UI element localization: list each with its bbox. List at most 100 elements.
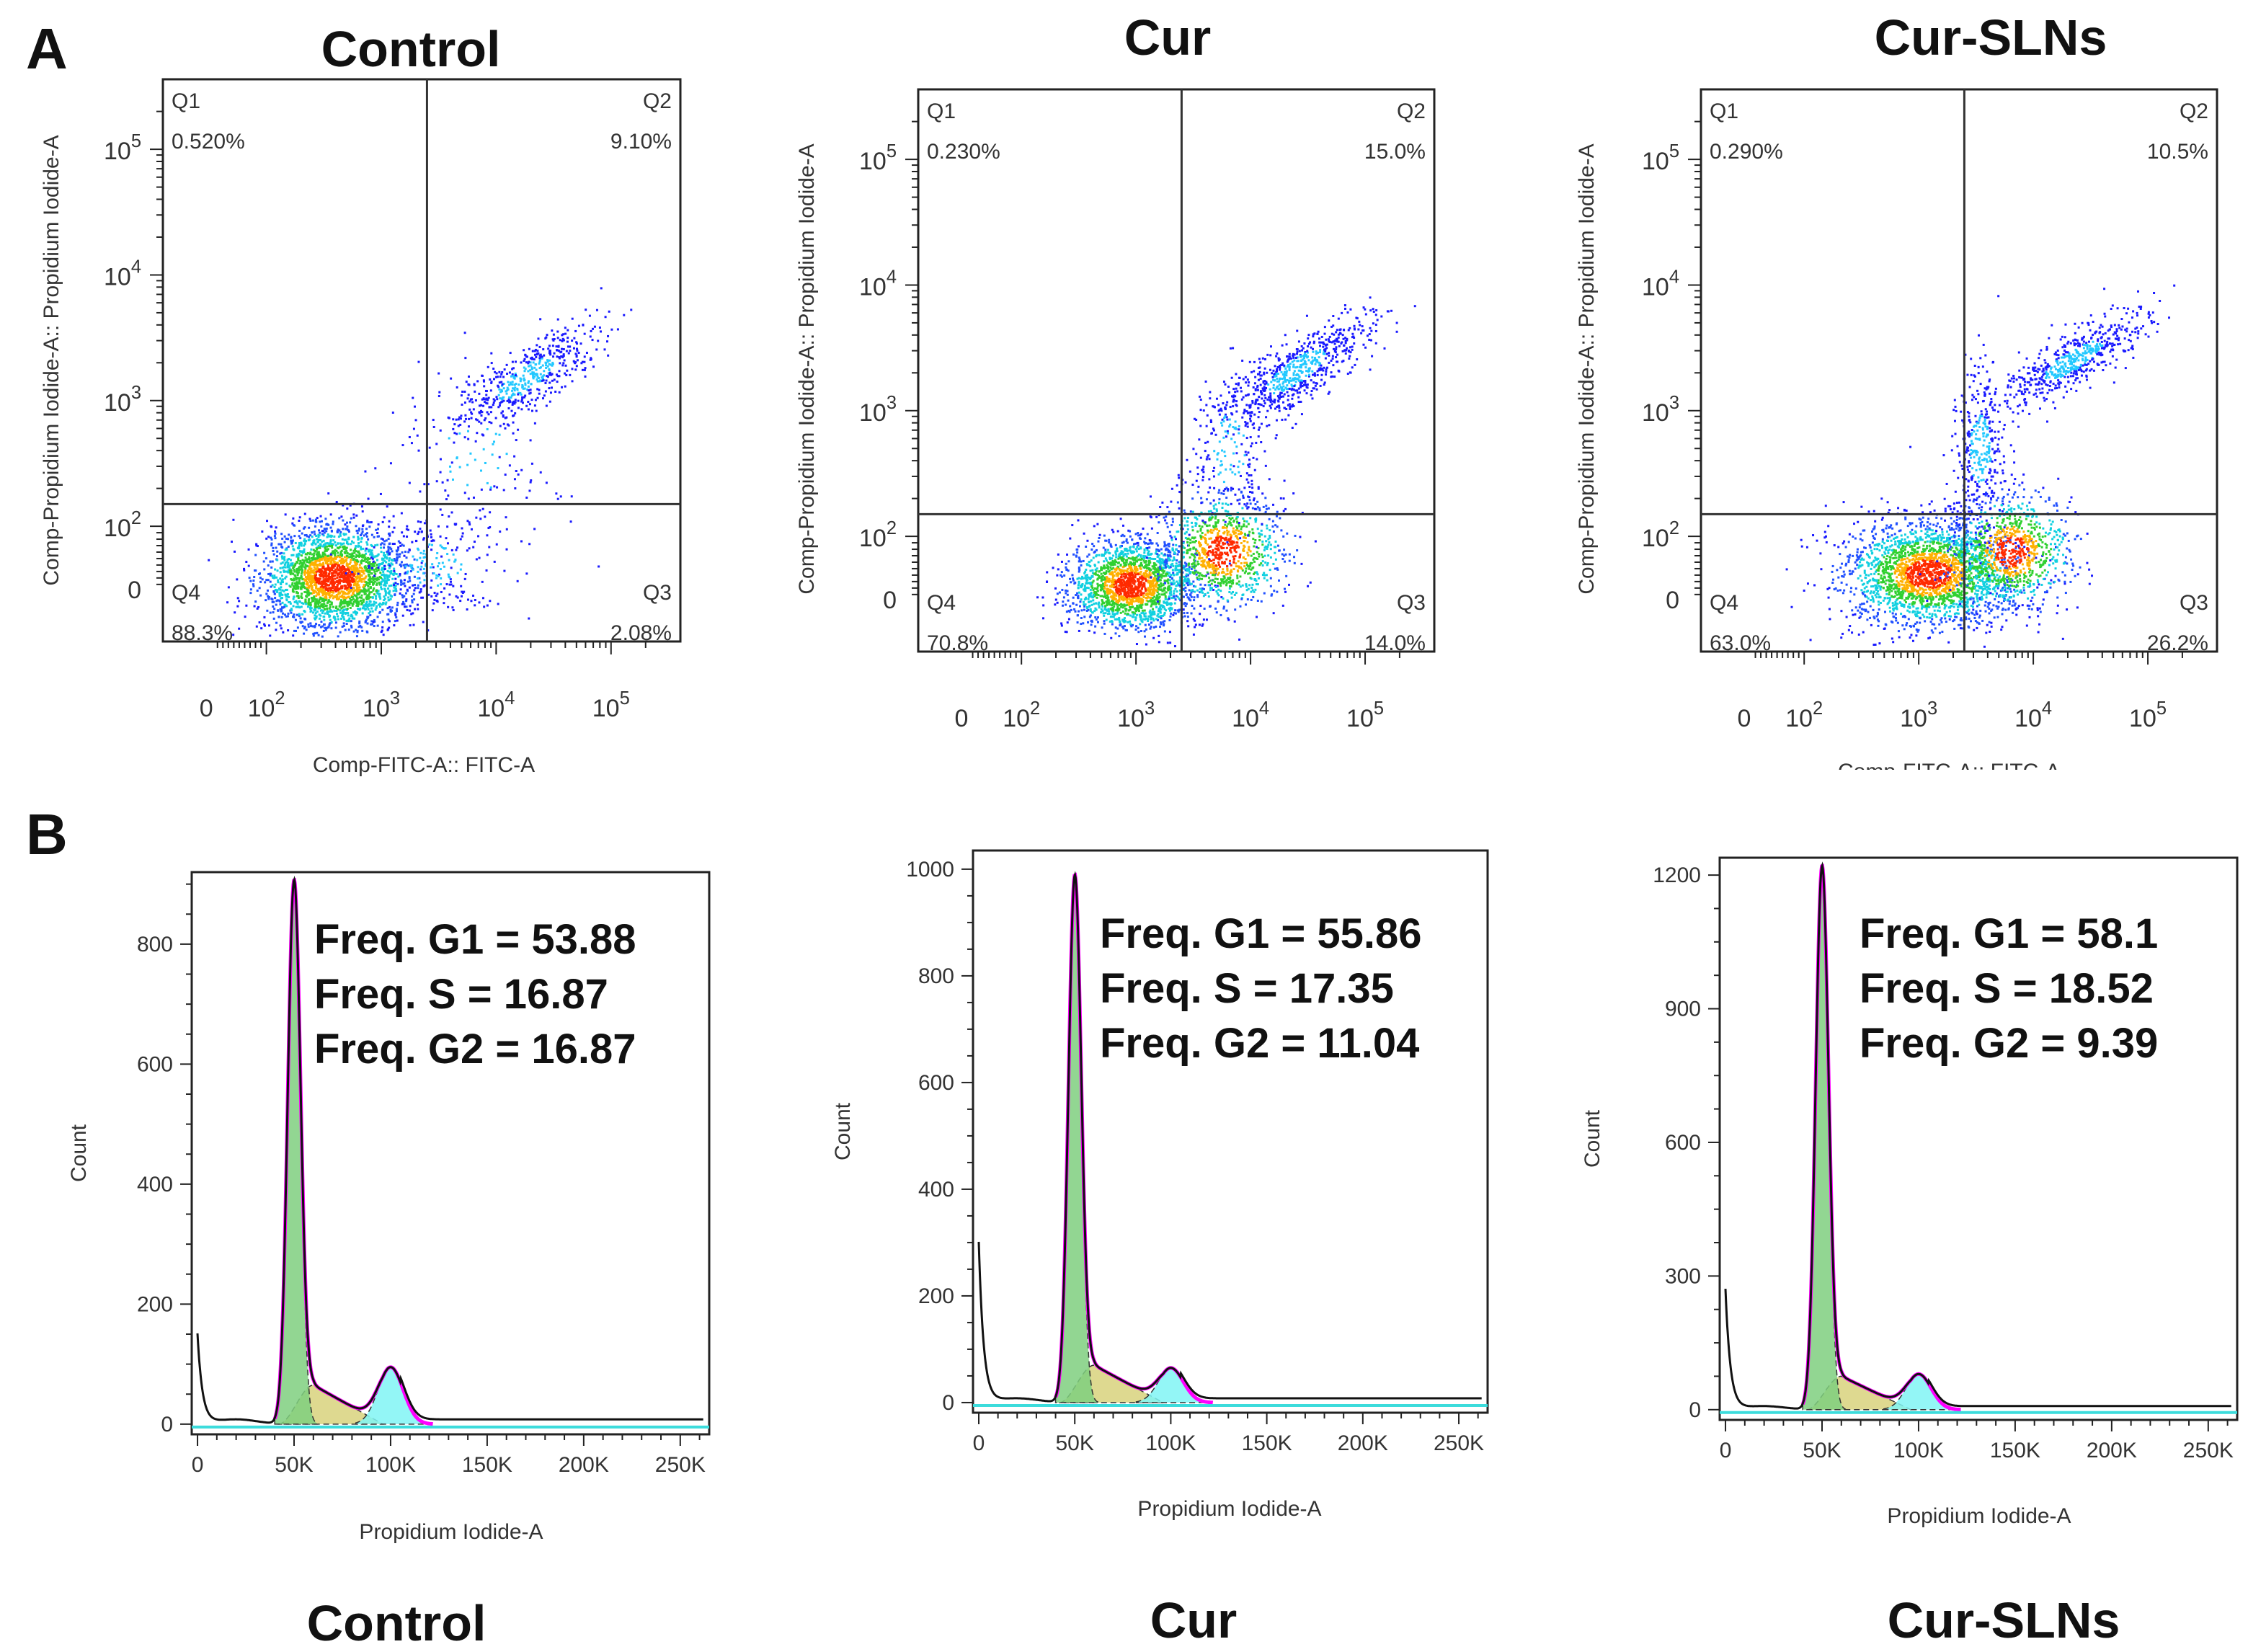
- dot: [282, 561, 284, 564]
- dot: [392, 412, 394, 414]
- dot: [1175, 565, 1177, 567]
- dot: [607, 335, 609, 337]
- dot: [267, 590, 269, 592]
- dot: [502, 396, 504, 399]
- dot: [1142, 559, 1145, 561]
- dot: [430, 540, 432, 542]
- dot: [302, 625, 304, 627]
- dot: [535, 349, 537, 351]
- dot: [456, 546, 458, 549]
- dot: [1153, 566, 1155, 568]
- dot: [452, 418, 454, 420]
- dot: [315, 586, 317, 588]
- dot: [417, 587, 419, 589]
- dot: [281, 606, 283, 608]
- dot: [1167, 641, 1169, 644]
- dot: [388, 525, 390, 528]
- dot: [419, 568, 422, 570]
- dot: [482, 508, 484, 510]
- dot: [292, 545, 294, 547]
- dot: [331, 569, 333, 571]
- dot: [283, 556, 285, 558]
- dot: [297, 559, 299, 561]
- dot: [392, 573, 394, 575]
- dot: [490, 411, 492, 413]
- dot: [1124, 573, 1127, 575]
- dot: [520, 380, 522, 382]
- dot: [403, 603, 405, 605]
- dot: [295, 630, 297, 632]
- dot: [599, 327, 601, 329]
- dot: [561, 348, 563, 350]
- dot: [331, 587, 333, 589]
- dot: [464, 357, 466, 359]
- dot: [299, 577, 301, 579]
- dot: [484, 399, 487, 401]
- dot: [316, 538, 318, 541]
- dot: [506, 393, 508, 395]
- dot: [1113, 605, 1115, 608]
- dot: [388, 567, 391, 569]
- dot: [327, 569, 329, 571]
- dot: [409, 587, 411, 589]
- dot: [1110, 543, 1112, 546]
- dot: [334, 586, 337, 588]
- dot: [358, 556, 360, 558]
- dot: [491, 362, 493, 364]
- dot: [295, 587, 297, 589]
- dot: [328, 594, 330, 596]
- dot: [1129, 606, 1131, 608]
- dot: [269, 561, 271, 563]
- dot: [296, 561, 298, 564]
- dot: [304, 534, 306, 536]
- dot: [420, 566, 422, 568]
- dot: [513, 377, 515, 379]
- dot: [433, 599, 435, 601]
- dot: [524, 358, 526, 360]
- dot: [344, 605, 346, 608]
- dot: [279, 577, 281, 579]
- dot: [358, 553, 360, 555]
- dot: [335, 607, 337, 609]
- dot: [357, 536, 359, 538]
- dot: [1152, 565, 1154, 567]
- dot: [1178, 545, 1181, 547]
- dot: [1101, 595, 1103, 597]
- dot: [339, 574, 342, 576]
- dot: [279, 594, 281, 596]
- dot: [503, 570, 505, 572]
- dot: [513, 394, 515, 396]
- dot: [357, 576, 359, 578]
- dot: [569, 350, 571, 352]
- dot: [489, 526, 491, 528]
- dot: [409, 576, 411, 578]
- dot: [381, 563, 383, 565]
- dot: [407, 581, 409, 583]
- dot: [1169, 579, 1171, 581]
- dot: [488, 546, 490, 549]
- dot: [463, 420, 466, 422]
- dot: [520, 408, 523, 410]
- dot: [1071, 574, 1073, 576]
- dot: [393, 584, 395, 586]
- dot: [1071, 524, 1073, 526]
- dot: [1103, 590, 1105, 592]
- dot: [372, 610, 374, 613]
- dot: [1145, 624, 1147, 626]
- dot: [1137, 627, 1139, 629]
- dot: [306, 558, 308, 560]
- dot: [328, 543, 330, 545]
- dot: [1091, 543, 1093, 545]
- dot: [340, 618, 342, 620]
- dot: [1036, 596, 1039, 598]
- dot: [367, 623, 369, 625]
- dot: [376, 582, 378, 585]
- dot: [252, 579, 254, 582]
- dot: [1088, 554, 1090, 556]
- dot: [537, 337, 539, 339]
- dot: [559, 362, 561, 364]
- dot: [388, 535, 391, 537]
- dot: [401, 603, 404, 605]
- dot: [321, 609, 323, 611]
- dot: [417, 577, 419, 579]
